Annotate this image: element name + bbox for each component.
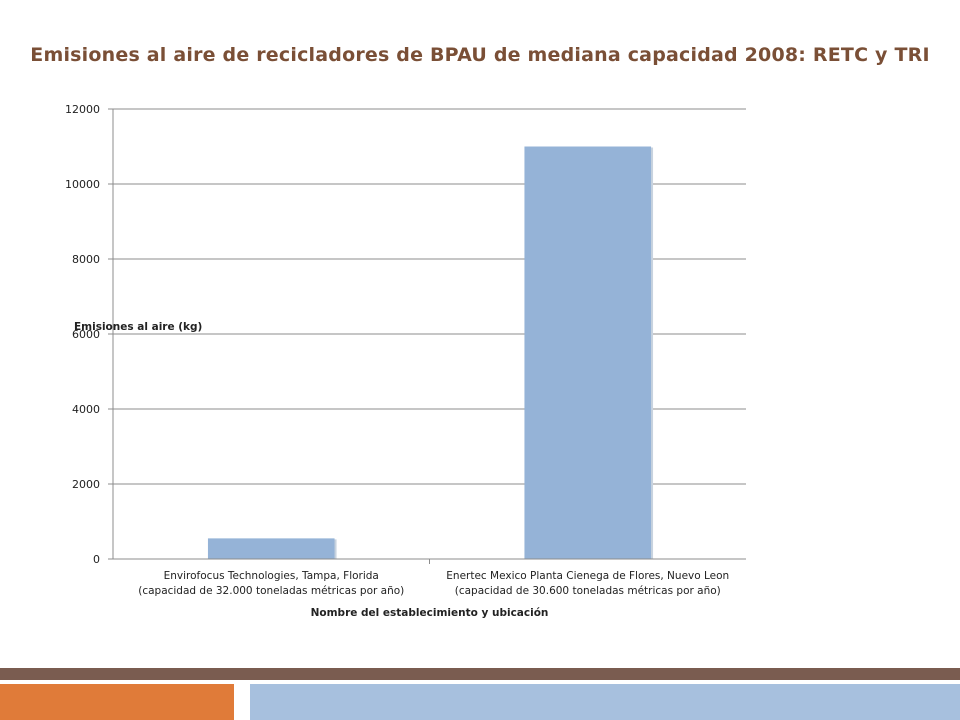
footer-stripe <box>0 668 960 680</box>
category-label-line1: Envirofocus Technologies, Tampa, Florida <box>164 570 379 582</box>
bars <box>207 146 654 559</box>
footer-accent-left <box>0 684 234 720</box>
category-label-line1: Enertec Mexico Planta Cienega de Flores,… <box>446 570 729 582</box>
y-tick-label: 4000 <box>72 403 100 416</box>
slide-title: Emisiones al aire de recicladores de BPA… <box>30 44 930 66</box>
x-axis-category-labels: Envirofocus Technologies, Tampa, Florida… <box>138 559 729 597</box>
y-tick-label: 6000 <box>72 328 100 341</box>
category-label-line2: (capacidad de 32.000 toneladas métricas … <box>138 585 404 597</box>
y-tick-label: 10000 <box>65 178 100 191</box>
footer-accent-right <box>250 684 960 720</box>
category-label-line2: (capacidad de 30.600 toneladas métricas … <box>455 585 721 597</box>
y-tick-label: 8000 <box>72 253 100 266</box>
y-axis-tick-labels: 0 2000 4000 6000 8000 10000 12000 <box>65 103 113 566</box>
bar <box>524 146 652 559</box>
y-tick-label: 0 <box>93 553 100 566</box>
y-tick-label: 2000 <box>72 478 100 491</box>
x-axis-title: Nombre del establecimiento y ubicación <box>311 607 549 619</box>
bar <box>207 538 335 559</box>
y-axis-title: Emisiones al aire (kg) <box>74 321 202 333</box>
y-tick-label: 12000 <box>65 103 100 116</box>
